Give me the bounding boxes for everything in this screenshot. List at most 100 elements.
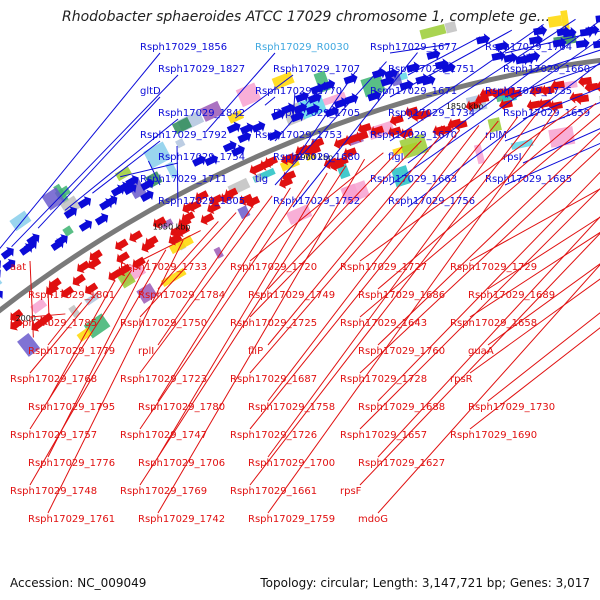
gene-arrow (562, 26, 577, 39)
gene-arrow (85, 282, 99, 295)
gene-arrow (294, 90, 309, 103)
label-leader-line (249, 140, 422, 318)
gene-arrow (380, 75, 395, 87)
gene-label: Rsph17029_1749 (248, 290, 335, 301)
gene-label: Rsph17029_1748 (10, 486, 97, 497)
gene-arrow (72, 273, 86, 287)
label-leader-line (487, 263, 600, 346)
gene-arrow (281, 102, 295, 115)
gene-label: Rsph17029_1750 (120, 318, 207, 329)
label-leader-line (359, 147, 600, 374)
gene-arrow (0, 247, 14, 260)
gene-arrow (404, 106, 419, 118)
label-leader-line (139, 179, 310, 430)
feature-block (548, 126, 576, 148)
gene-label: Rsph17029_R0030 (255, 42, 349, 53)
label-leader-line (407, 36, 481, 76)
gene-label: tig (255, 174, 268, 185)
gene-label: Rsph17029_1779 (28, 346, 115, 357)
gene-arrow (426, 48, 441, 61)
gene-label: Rsph17029_1706 (138, 458, 225, 469)
gene-label: aat (10, 262, 26, 273)
gene-arrow (389, 114, 404, 127)
gene-label: Rsph17029_1627 (358, 458, 445, 469)
gene-label: Rsph17029_1680 (273, 152, 360, 163)
gene-arrow (168, 233, 183, 246)
label-leader-line (29, 291, 99, 374)
gene-label: Rsph17029_1657 (340, 430, 427, 441)
gene-label: Rsph17029_1769 (120, 486, 207, 497)
axis-tick-label: 2000 (16, 314, 36, 323)
feature-block (253, 173, 264, 183)
gene-arrow (529, 85, 544, 97)
gene-arrow (251, 120, 266, 133)
label-leader-line (120, 162, 179, 178)
gene-arrow (465, 100, 480, 112)
label-leader-line (359, 113, 600, 318)
gene-label: Rsph17029_1643 (340, 318, 427, 329)
feature-block (340, 180, 370, 205)
feature-block (62, 225, 74, 237)
gene-arrow (324, 105, 339, 118)
label-leader-line (469, 188, 600, 262)
gene-arrow (503, 51, 518, 64)
gene-arrow (10, 308, 24, 322)
gene-label: Rsph17029_1707 (273, 64, 360, 75)
gene-arrow (399, 128, 414, 140)
gene-arrow (77, 260, 91, 274)
label-leader-line (407, 23, 544, 120)
gene-arrow (116, 251, 130, 264)
gene-label: Rsph17029_1663 (370, 174, 457, 185)
label-leader-line (292, 71, 357, 164)
gene-arrow (204, 154, 219, 167)
gene-arrow (117, 263, 132, 277)
gene-arrow (187, 200, 202, 213)
gene-label: Rsph17029_1687 (230, 374, 317, 385)
feature-block (444, 21, 458, 34)
gene-arrow (384, 67, 399, 80)
gene-label: Rsph17029_1685 (485, 174, 572, 185)
gene-label: Rsph17029_1776 (28, 458, 115, 469)
label-leader-line (522, 87, 600, 120)
label-leader-line (139, 212, 237, 318)
gene-label: Rsph17029_1795 (28, 402, 115, 413)
gene-arrow (77, 196, 92, 209)
label-leader-line (267, 125, 480, 402)
feature-block (547, 15, 563, 28)
gene-label: rplM (485, 130, 507, 141)
gene-label: Rsph17029_1735 (485, 86, 572, 97)
gene-arrow (321, 78, 336, 91)
feature-block (271, 71, 295, 90)
label-leader-line (92, 140, 161, 194)
label-leader-line (249, 129, 461, 374)
gene-arrow (231, 144, 245, 157)
axis-tick-label: 1900 kbp (295, 153, 333, 162)
feature-block (360, 73, 386, 98)
gene-label: Rsph17029_1756 (388, 196, 475, 207)
gene-arrow (61, 285, 75, 299)
axis-tick-label: 1850 kbp (446, 102, 484, 111)
gene-arrow (129, 230, 143, 243)
gene-arrow (207, 201, 221, 215)
label-leader-line (139, 230, 201, 262)
gene-arrow (246, 195, 261, 209)
label-leader-line (235, 74, 294, 119)
label-leader-line (469, 327, 600, 430)
gene-arrow (239, 193, 254, 206)
gene-label: Rsph17029_1801 (28, 290, 115, 301)
gene-label: Rsph17029_1726 (230, 430, 317, 441)
gene-arrow (48, 277, 62, 291)
feature-block (114, 166, 133, 182)
feature-block (199, 100, 224, 122)
feature-block (473, 144, 486, 165)
feature-block (30, 298, 48, 315)
gene-arrow (453, 119, 468, 132)
gene-arrow (507, 88, 522, 100)
gene-arrow (115, 238, 129, 252)
gene-arrow (78, 219, 93, 232)
gene-label: Rsph17029_1842 (158, 108, 245, 119)
label-leader-line (522, 128, 600, 164)
label-leader-line (37, 96, 161, 229)
gene-label: Rsph17029_1704 (485, 42, 572, 53)
